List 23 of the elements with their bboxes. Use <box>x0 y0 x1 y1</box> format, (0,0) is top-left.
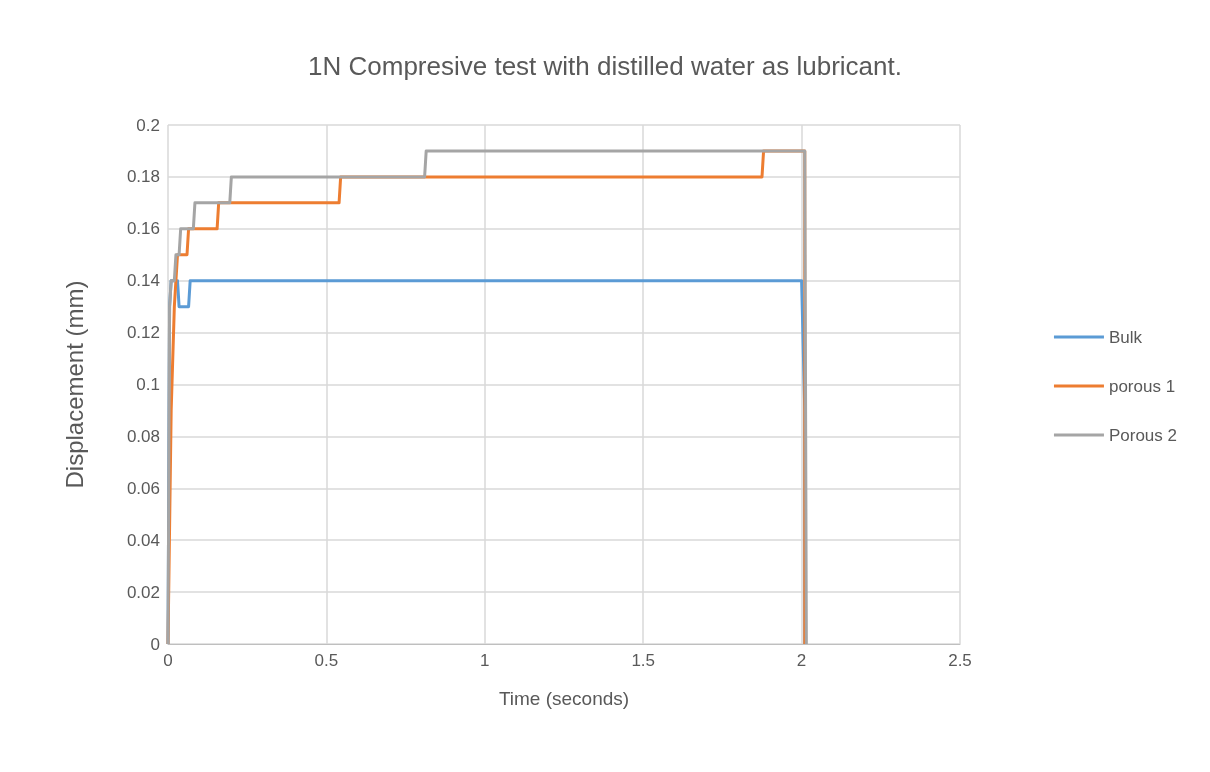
y-tick-label: 0.08 <box>126 426 160 446</box>
x-tick-label: 1 <box>480 651 490 670</box>
y-tick-label: 0.18 <box>126 167 160 187</box>
y-tick-label: 0.06 <box>126 478 160 498</box>
legend-label: Porous 2 <box>1108 425 1178 445</box>
x-tick-label: 2.5 <box>948 651 972 670</box>
x-tick-label: 1.5 <box>631 651 656 670</box>
y-axis-title: Displacement (mm) <box>60 280 88 489</box>
x-tick-label: 0 <box>163 651 173 670</box>
y-tick-label: 0 <box>150 634 160 654</box>
y-tick-label: 0.16 <box>126 219 160 239</box>
y-tick-label: 0.12 <box>126 323 160 343</box>
x-tick-label: 0.5 <box>314 651 339 670</box>
x-axis-title: Time (seconds) <box>498 688 630 709</box>
chart-title: 1N Compresive test with distilled water as lubricant. <box>308 51 902 81</box>
y-tick-label: 0.02 <box>126 582 160 602</box>
y-tick-label: 0.2 <box>136 115 160 135</box>
y-tick-label: 0.14 <box>126 271 160 291</box>
legend-label: Bulk <box>1108 327 1143 347</box>
y-tick-label: 0.1 <box>136 375 160 394</box>
x-tick-label: 2 <box>796 651 807 670</box>
legend-label: porous 1 <box>1108 376 1176 396</box>
y-tick-label: 0.04 <box>126 530 160 550</box>
